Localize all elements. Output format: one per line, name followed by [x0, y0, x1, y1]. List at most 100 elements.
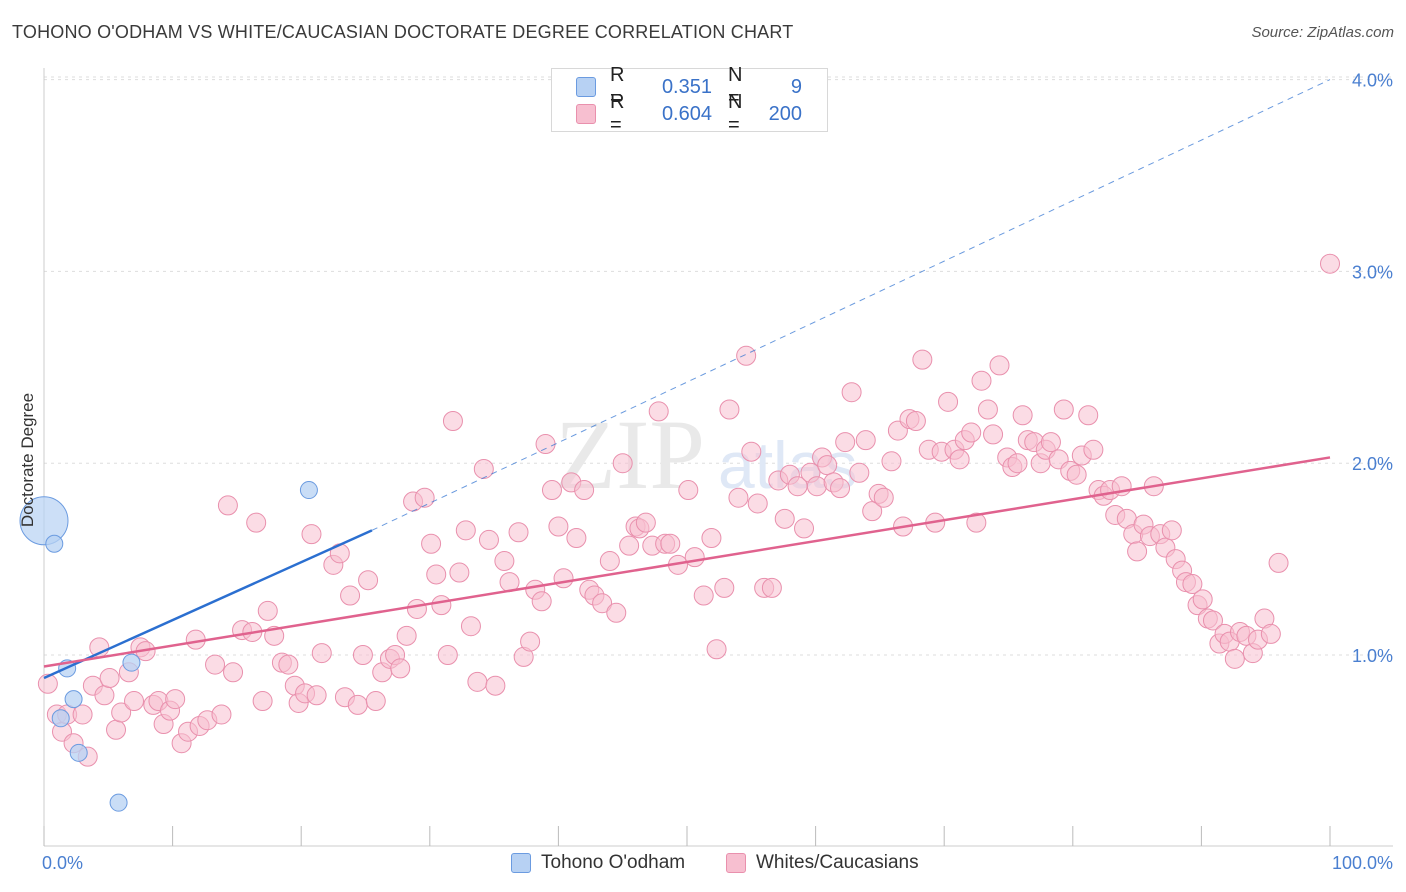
legend-n-value: 9	[790, 75, 802, 98]
whites-caucasians-point	[1320, 253, 1340, 274]
whites-caucasians-point	[37, 673, 58, 694]
series-label-whites: Whites/Caucasians	[756, 852, 919, 873]
whites-caucasians-point	[938, 391, 959, 412]
whites-caucasians-point	[574, 480, 595, 501]
legend-swatch-blue	[576, 77, 596, 97]
whites-caucasians-point	[660, 533, 681, 554]
whites-caucasians-point	[553, 568, 574, 589]
whites-caucasians-point	[535, 434, 556, 455]
whites-caucasians-point	[806, 476, 827, 497]
whites-caucasians-point	[431, 595, 452, 616]
whites-caucasians-point	[358, 570, 379, 591]
whites-caucasians-point	[635, 512, 656, 533]
whites-caucasians-point	[701, 528, 722, 549]
whites-caucasians-point	[449, 562, 470, 583]
tohono-oodham-point	[45, 534, 64, 553]
whites-caucasians-point	[881, 451, 902, 472]
whites-caucasians-point	[252, 691, 273, 712]
whites-caucasians-point	[478, 529, 499, 550]
whites-caucasians-point	[706, 639, 727, 660]
whites-caucasians-point	[719, 399, 740, 420]
whites-caucasians-point	[246, 512, 267, 533]
whites-caucasians-point	[873, 487, 894, 508]
series-label-tohono: Tohono O'odham	[541, 852, 686, 873]
whites-caucasians-point	[599, 551, 620, 572]
whites-caucasians-point	[340, 585, 361, 606]
whites-caucasians-point	[1127, 541, 1148, 562]
source-label: Source: ZipAtlas.com	[1251, 24, 1394, 41]
whites-caucasians-point	[612, 453, 633, 474]
whites-caucasians-point	[1083, 439, 1104, 460]
whites-caucasians-point	[794, 518, 815, 539]
whites-caucasians-point	[905, 411, 926, 432]
whites-caucasians-point	[949, 449, 970, 470]
tohono-oodham-points	[19, 481, 318, 812]
whites-caucasians-point	[347, 694, 368, 715]
whites-caucasians-point	[961, 422, 982, 443]
tohono-oodham-point	[64, 690, 83, 709]
whites-caucasians-point	[460, 616, 481, 637]
series-legend-whites: Whites/Caucasians	[726, 852, 919, 874]
whites-caucasians-point	[728, 487, 749, 508]
legend-n-value: 200	[768, 102, 802, 125]
y-tick-label: 3.0%	[1352, 262, 1393, 282]
x-tick-label: 0.0%	[42, 853, 83, 873]
whites-caucasians-point	[693, 585, 714, 606]
whites-caucasians-point	[835, 432, 856, 453]
whites-caucasians-point	[1202, 610, 1223, 631]
whites-caucasians-point	[1161, 520, 1182, 541]
whites-caucasians-point	[684, 547, 705, 568]
whites-caucasians-point	[473, 458, 494, 479]
whites-caucasians-point	[124, 691, 145, 712]
whites-caucasians-point	[1192, 589, 1213, 610]
whites-caucasians-point	[352, 645, 373, 665]
trend-lines	[43, 79, 1331, 680]
whites-caucasians-point	[442, 411, 463, 432]
whites-caucasians-point	[912, 349, 933, 370]
whites-caucasians-point	[437, 645, 458, 665]
whites-caucasians-point	[99, 668, 120, 689]
whites-caucasians-point	[211, 704, 232, 725]
whites-caucasians-point	[862, 501, 883, 522]
y-tick-label: 4.0%	[1352, 71, 1393, 91]
whites-caucasians-point	[421, 533, 442, 554]
whites-caucasians-point	[548, 516, 569, 537]
whites-caucasians-point	[94, 685, 115, 706]
tick-labels: 1.0% 2.0% 3.0% 4.0% 0.0% 100.0%	[42, 71, 1393, 873]
tohono-oodham-point	[122, 653, 141, 672]
whites-caucasians-point	[817, 455, 838, 476]
legend-r-label: R =	[610, 91, 625, 136]
legend-swatch-pink	[576, 104, 596, 124]
tohono-oodham-trend-extension	[371, 79, 1331, 531]
whites-caucasians-point	[520, 631, 541, 652]
x-tick-label: 100.0%	[1332, 853, 1393, 873]
legend-row-tohono: R = 0.351 N = 9	[576, 64, 802, 109]
whites-caucasians-point	[426, 564, 447, 585]
whites-caucasians-point	[606, 602, 627, 623]
tohono-oodham-point	[109, 793, 128, 812]
y-tick-label: 2.0%	[1352, 454, 1393, 474]
tohono-oodham-trend-line	[43, 529, 373, 680]
legend-n-label: N =	[728, 91, 743, 136]
whites-caucasians-point	[741, 441, 762, 462]
whites-caucasians-point	[971, 370, 992, 391]
whites-caucasians-point	[365, 691, 386, 712]
whites-caucasians-point	[648, 401, 669, 422]
legend-n-label: N =	[728, 64, 743, 109]
whites-caucasians-point	[619, 535, 640, 556]
whites-caucasians-point	[111, 702, 132, 723]
series-legend-tohono: Tohono O'odham	[511, 852, 685, 874]
whites-caucasians-point	[849, 462, 870, 483]
whites-caucasians-point	[989, 355, 1010, 376]
whites-caucasians-point	[467, 671, 488, 692]
y-tick-label: 1.0%	[1352, 646, 1393, 666]
whites-caucasians-point	[747, 493, 768, 514]
whites-caucasians-point	[1224, 648, 1245, 669]
whites-caucasians-point	[205, 654, 226, 675]
tohono-oodham-point	[19, 496, 69, 546]
whites-caucasians-point	[855, 430, 876, 451]
tohono-oodham-point	[69, 743, 88, 762]
y-axis-label: Doctorate Degree	[18, 392, 37, 528]
whites-caucasians-point	[165, 689, 186, 710]
